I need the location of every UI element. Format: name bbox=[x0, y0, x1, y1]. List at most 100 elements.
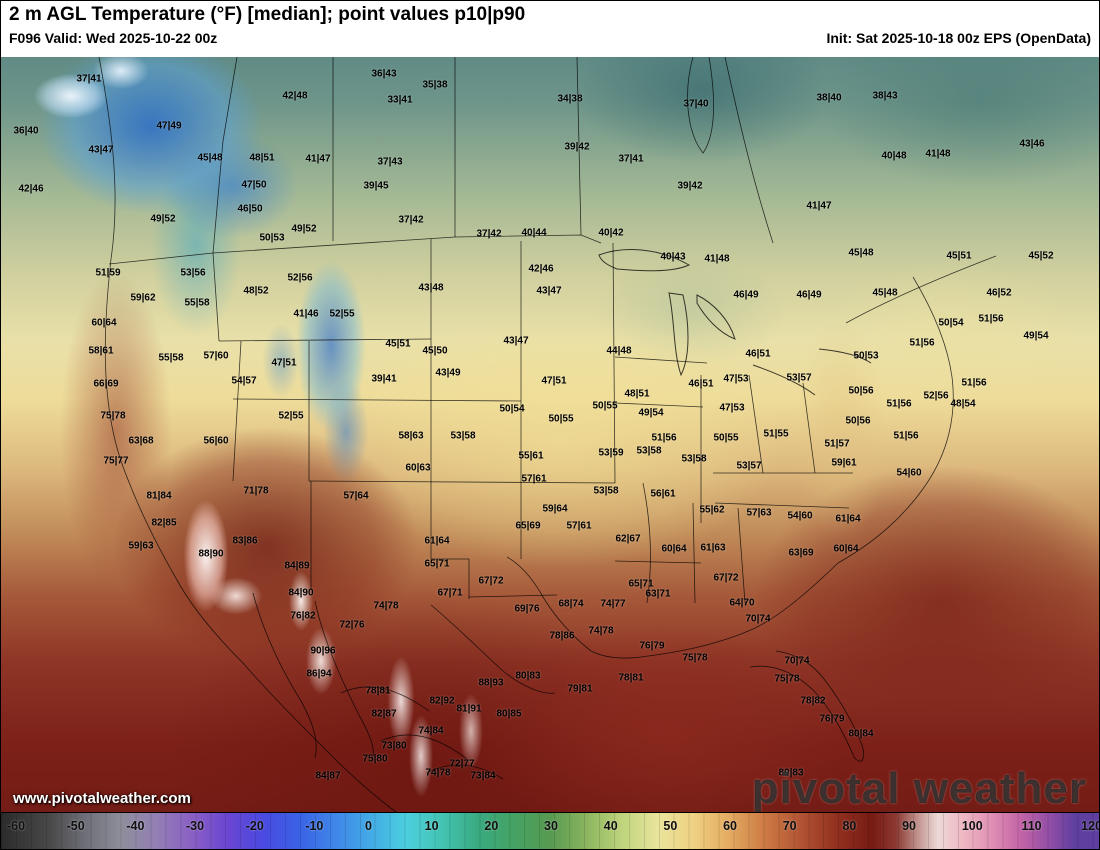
point-value: 59|64 bbox=[542, 503, 568, 515]
point-value: 56|60 bbox=[203, 435, 229, 447]
point-value: 50|55 bbox=[713, 432, 739, 444]
colorbar-tick: 70 bbox=[782, 819, 797, 833]
point-value: 60|64 bbox=[91, 317, 117, 329]
point-value: 53|58 bbox=[450, 430, 476, 442]
point-value: 65|71 bbox=[628, 578, 654, 590]
point-value: 46|51 bbox=[688, 378, 714, 390]
point-value: 37|41 bbox=[618, 153, 644, 165]
colorbar-tick: -50 bbox=[66, 819, 85, 833]
colorbar-gradient bbox=[1, 813, 1099, 849]
point-value: 82|92 bbox=[429, 695, 455, 707]
point-value: 45|51 bbox=[946, 250, 972, 262]
point-value: 80|84 bbox=[848, 728, 874, 740]
point-value: 68|74 bbox=[558, 598, 584, 610]
state-borders bbox=[212, 239, 853, 694]
point-value: 52|56 bbox=[287, 272, 313, 284]
great-lakes bbox=[598, 249, 872, 396]
point-value: 55|62 bbox=[699, 504, 725, 516]
point-value: 47|51 bbox=[541, 375, 567, 387]
point-value: 47|51 bbox=[271, 357, 297, 369]
point-value: 52|56 bbox=[923, 390, 949, 402]
colorbar-tick: 20 bbox=[484, 819, 499, 833]
point-value: 50|55 bbox=[548, 413, 574, 425]
point-value: 73|80 bbox=[381, 740, 407, 752]
point-value: 40|48 bbox=[881, 150, 907, 162]
point-value: 78|86 bbox=[549, 630, 575, 642]
point-value: 75|78 bbox=[682, 652, 708, 664]
colorbar-tick: 100 bbox=[961, 819, 983, 833]
point-value: 41|47 bbox=[305, 153, 331, 165]
point-value: 55|61 bbox=[518, 450, 544, 462]
valid-time: F096 Valid: Wed 2025-10-22 00z bbox=[9, 30, 218, 46]
point-value: 51|56 bbox=[893, 430, 919, 442]
point-value: 72|77 bbox=[449, 758, 475, 770]
point-value: 80|83 bbox=[515, 670, 541, 682]
colorbar-tick: 80 bbox=[842, 819, 857, 833]
point-value: 54|60 bbox=[896, 467, 922, 479]
point-value: 72|76 bbox=[339, 619, 365, 631]
point-value: 50|53 bbox=[259, 232, 285, 244]
point-value: 67|72 bbox=[713, 572, 739, 584]
point-value: 37|42 bbox=[476, 228, 502, 240]
coastline bbox=[98, 56, 954, 818]
us-canada-border bbox=[108, 234, 997, 324]
point-value: 74|78 bbox=[588, 625, 614, 637]
florida-outline bbox=[749, 650, 864, 762]
point-value: 70|74 bbox=[745, 613, 771, 625]
point-value: 43|47 bbox=[503, 335, 529, 347]
point-value: 60|64 bbox=[661, 543, 687, 555]
point-value: 66|69 bbox=[93, 378, 119, 390]
point-value: 39|41 bbox=[371, 373, 397, 385]
point-value: 53|57 bbox=[786, 372, 812, 384]
colorbar-tick: -60 bbox=[7, 819, 26, 833]
point-value: 38|43 bbox=[872, 90, 898, 102]
point-value: 84|89 bbox=[284, 560, 310, 572]
point-value: 84|87 bbox=[315, 770, 341, 782]
point-value: 78|82 bbox=[800, 695, 826, 707]
point-value: 51|56 bbox=[651, 432, 677, 444]
point-value: 37|42 bbox=[398, 214, 424, 226]
point-value: 48|51 bbox=[249, 152, 275, 164]
point-value: 51|56 bbox=[909, 337, 935, 349]
point-value: 84|90 bbox=[288, 587, 314, 599]
watermark-url: www.pivotalweather.com bbox=[13, 790, 191, 807]
point-value: 83|86 bbox=[232, 535, 258, 547]
point-value: 40|44 bbox=[521, 227, 547, 239]
point-value: 39|42 bbox=[677, 180, 703, 192]
point-value: 49|52 bbox=[150, 213, 176, 225]
colorbar-tick: 120 bbox=[1081, 819, 1100, 833]
point-value: 52|55 bbox=[329, 308, 355, 320]
point-value: 41|47 bbox=[806, 200, 832, 212]
point-value: 38|40 bbox=[816, 92, 842, 104]
point-value: 63|69 bbox=[788, 547, 814, 559]
point-value: 46|52 bbox=[986, 287, 1012, 299]
point-value: 46|51 bbox=[745, 348, 771, 360]
point-value: 80|83 bbox=[778, 767, 804, 779]
point-value: 58|61 bbox=[88, 345, 114, 357]
point-value: 52|55 bbox=[278, 410, 304, 422]
point-value: 50|54 bbox=[938, 317, 964, 329]
point-value: 50|56 bbox=[848, 385, 874, 397]
point-value: 79|81 bbox=[567, 683, 593, 695]
point-value: 45|51 bbox=[385, 338, 411, 350]
point-value: 50|55 bbox=[592, 400, 618, 412]
point-value: 50|53 bbox=[853, 350, 879, 362]
point-value: 51|56 bbox=[886, 398, 912, 410]
colorbar-tick: 50 bbox=[663, 819, 678, 833]
point-value: 43|46 bbox=[1019, 138, 1045, 150]
point-value: 34|38 bbox=[557, 93, 583, 105]
point-value: 64|70 bbox=[729, 597, 755, 609]
point-value: 44|48 bbox=[606, 345, 632, 357]
point-value: 74|78 bbox=[373, 600, 399, 612]
point-value: 75|78 bbox=[774, 673, 800, 685]
point-value: 49|54 bbox=[638, 407, 664, 419]
point-value: 86|94 bbox=[306, 668, 332, 680]
point-value: 63|68 bbox=[128, 435, 154, 447]
point-value: 55|58 bbox=[184, 297, 210, 309]
point-value: 55|58 bbox=[158, 352, 184, 364]
point-value: 41|48 bbox=[925, 148, 951, 160]
point-value: 46|50 bbox=[237, 203, 263, 215]
colorbar-tick: 60 bbox=[723, 819, 738, 833]
point-value: 47|49 bbox=[156, 120, 182, 132]
